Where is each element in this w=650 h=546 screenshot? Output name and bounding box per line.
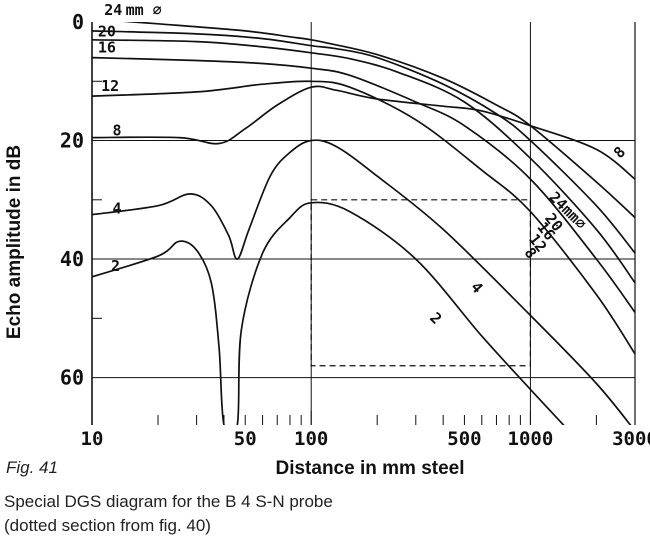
y-tick-label: 0 <box>72 10 84 34</box>
x-tick-label: 1000 <box>508 428 554 450</box>
series-line-5 <box>92 85 635 180</box>
series-line-4 <box>92 80 635 355</box>
y-tick-label: 20 <box>60 129 84 153</box>
curve-label: 12 <box>101 77 119 95</box>
plot-area <box>91 22 636 425</box>
series-group <box>92 22 635 425</box>
curve-label: 4 <box>467 278 486 297</box>
series-line-7 <box>92 201 565 425</box>
x-tick-label: 100 <box>294 428 328 450</box>
y-axis-title: Echo amplitude in dB <box>4 145 25 339</box>
y-tick-label: 40 <box>60 247 84 271</box>
curve-label: 4 <box>112 200 121 218</box>
caption-line-2: (dotted section from fig. 40) <box>4 516 211 535</box>
dotted-section-rect <box>310 199 532 367</box>
curve-label: 24 <box>104 1 122 19</box>
curve-label: 2 <box>111 257 120 275</box>
y-tick-label: 60 <box>60 366 84 390</box>
series-line-6 <box>92 139 632 425</box>
caption-line-1: Special DGS diagram for the B 4 S-N prob… <box>4 492 333 511</box>
series-line-3 <box>92 56 635 313</box>
figure-label: Fig. 41 <box>6 458 58 477</box>
curve-label: 20 <box>98 22 116 40</box>
series-line-2 <box>92 38 635 284</box>
series-line-0 <box>122 22 635 219</box>
y-axis-ticks: 0 20 40 60 <box>60 10 102 390</box>
x-tick-label: 500 <box>447 428 481 450</box>
curve-label: 16 <box>98 38 116 56</box>
x-tick-label: 50 <box>234 428 257 450</box>
series-line-1 <box>92 30 635 254</box>
curve-label: 2 <box>426 309 445 328</box>
curve-label: 8 <box>610 143 629 162</box>
x-axis-title: Distance in mm steel <box>275 458 464 479</box>
x-tick-label: 10 <box>81 428 104 450</box>
curve-label: mm ⌀ <box>126 1 162 19</box>
dotted-section <box>310 199 532 367</box>
curve-label: 8 <box>112 121 121 139</box>
